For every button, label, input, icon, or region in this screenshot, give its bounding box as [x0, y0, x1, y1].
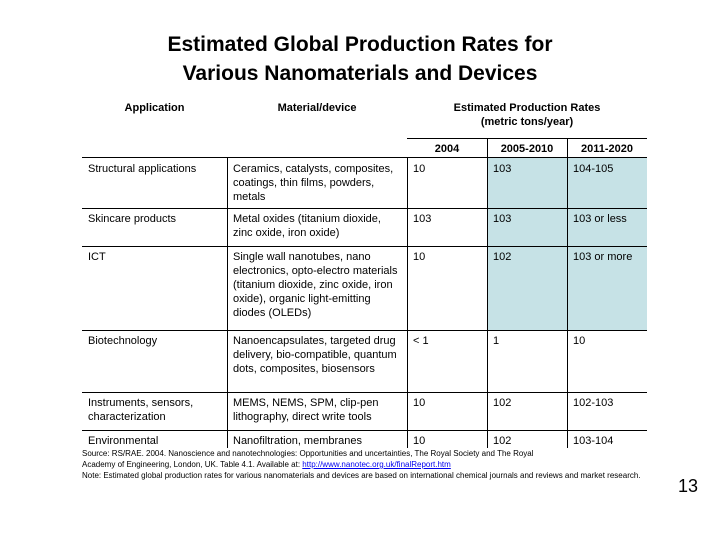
header-rates: Estimated Production Rates: [453, 102, 601, 114]
grid-line: [82, 208, 647, 209]
table-cell-application: Instruments, sensors, characterization: [88, 397, 194, 423]
table-cell-2005-2010: 102: [493, 397, 512, 409]
table-cell-application: Structural applications: [88, 163, 197, 175]
grid-line: [82, 392, 647, 393]
grid-line: [82, 330, 647, 331]
source-note-text: Note: Estimated global production rates …: [82, 471, 641, 480]
grid-line: [407, 157, 408, 450]
table-cell-application: Environmental: [88, 435, 159, 447]
grid-line: [407, 138, 647, 139]
table-cell-2005-2010: 103: [493, 163, 512, 175]
table-cell-2005-2010: 102: [493, 251, 512, 263]
grid-line: [82, 246, 647, 247]
table-cell-material: Single wall nanotubes, nano electronics,…: [233, 251, 398, 319]
table-cell-2011-2020: 10: [573, 335, 586, 347]
grid-line: [82, 157, 647, 158]
table-cell-material: Nanoencapsulates, targeted drug delivery…: [233, 335, 397, 375]
table-cell-material: Nanofiltration, membranes: [233, 435, 363, 447]
source-line-1: Source: RS/RAE. 2004. Nanoscience and na…: [82, 449, 534, 458]
title-line-2: Various Nanomaterials and Devices: [182, 62, 538, 85]
grid-line: [487, 138, 488, 450]
header-material: Material/device: [277, 102, 357, 114]
table-cell-2011-2020: 103-104: [573, 435, 614, 447]
table-cell-2005-2010: 102: [493, 435, 512, 447]
table-cell-2011-2020: 104-105: [573, 163, 614, 175]
grid-line: [82, 430, 647, 431]
source-line-2-text: Academy of Engineering, London, UK. Tabl…: [82, 460, 303, 469]
table-cell-2004: 10: [413, 435, 426, 447]
table-cell-2004: 10: [413, 163, 426, 175]
table-cell-2004: 10: [413, 397, 426, 409]
table-cell-2004: < 1: [413, 335, 429, 347]
slide-title: Estimated Global Production Rates for Va…: [0, 30, 720, 88]
header-year-2011-2020: 2011-2020: [581, 143, 633, 155]
table-cell-2004: 10: [413, 251, 426, 263]
source-line-2: Academy of Engineering, London, UK. Tabl…: [82, 459, 662, 470]
table-cell-2005-2010: 1: [493, 335, 500, 347]
table-cell-material: MEMS, NEMS, SPM, clip-pen lithography, d…: [233, 397, 379, 423]
header-year-2004: 2004: [434, 143, 460, 155]
table-cell-application: ICT: [88, 251, 106, 263]
source-note: Source: RS/RAE. 2004. Nanoscience and na…: [82, 448, 662, 481]
source-link[interactable]: http://www.nanotec.org.uk/finalReport.ht…: [302, 460, 451, 469]
grid-line: [567, 138, 568, 450]
table-cell-2004: 103: [413, 213, 432, 225]
table-cell-2011-2020: 103 or more: [573, 251, 633, 263]
table-cell-material: Ceramics, catalysts, composites, coating…: [233, 163, 394, 203]
title-line-1: Estimated Global Production Rates for: [167, 33, 553, 56]
table-cell-2011-2020: 103 or less: [573, 213, 627, 225]
header-year-2005-2010: 2005-2010: [500, 143, 554, 155]
table-cell-2005-2010: 103: [493, 213, 512, 225]
grid-line: [227, 157, 228, 450]
page-number: 13: [678, 476, 699, 496]
table-cell-material: Metal oxides (titanium dioxide, zinc oxi…: [233, 213, 381, 239]
header-rates-unit: (metric tons/year): [480, 116, 574, 128]
table-cell-2011-2020: 102-103: [573, 397, 614, 409]
header-application: Application: [124, 102, 185, 114]
table-cell-application: Biotechnology: [88, 335, 158, 347]
table-cell-application: Skincare products: [88, 213, 177, 225]
